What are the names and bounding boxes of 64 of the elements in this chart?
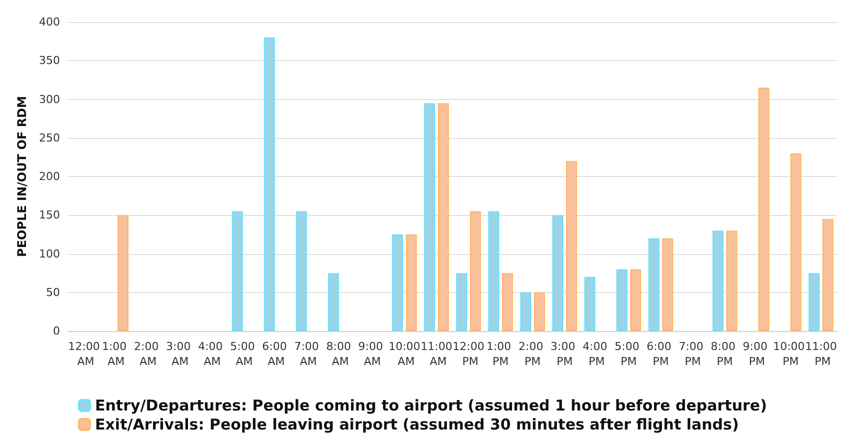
bar <box>392 234 404 331</box>
x-tick-label: 4:00 AM <box>198 340 226 368</box>
x-tick-label: 7:00 AM <box>294 340 322 368</box>
x-tick-label: 5:00 PM <box>614 340 643 368</box>
y-tick-label: 250 <box>39 131 60 144</box>
x-tick-label: 9:00 PM <box>742 340 771 368</box>
bar <box>117 215 128 331</box>
x-tick-label: 8:00 PM <box>710 340 739 368</box>
bar <box>712 230 724 331</box>
bar <box>438 103 449 331</box>
y-tick-label: 0 <box>53 324 60 338</box>
x-tick-label: 1:00 AM <box>102 340 130 368</box>
bar <box>808 273 820 331</box>
x-tick-label: 6:00 PM <box>646 340 675 368</box>
y-axis-title: PEOPLE IN/OUT OF RDM <box>15 96 30 257</box>
bar <box>552 215 564 331</box>
y-tick-label: 150 <box>39 208 60 222</box>
bar <box>790 153 802 331</box>
y-tick-label: 200 <box>39 170 60 183</box>
x-tick-label: 11:00 PM <box>805 340 837 368</box>
x-tick-label: 12:00 PM <box>452 340 484 368</box>
bar <box>502 273 513 331</box>
x-tick-label: 10:00 AM <box>388 340 420 368</box>
x-tick-label: 2:00 PM <box>518 340 547 368</box>
bar <box>616 269 628 331</box>
bar <box>470 211 481 331</box>
bar <box>662 238 674 331</box>
bar <box>232 211 243 331</box>
bar <box>296 211 307 331</box>
x-tick-label: 10:00 PM <box>773 340 805 368</box>
bar <box>424 103 436 331</box>
bar <box>534 292 545 331</box>
y-tick-label: 400 <box>39 16 60 28</box>
x-tick-label: 12:00 AM <box>68 340 100 368</box>
x-tick-label: 5:00 AM <box>230 340 258 368</box>
x-tick-label: 6:00 AM <box>262 340 290 368</box>
bar <box>328 273 339 331</box>
legend-label: Entry/Departures: People coming to airport (assumed 1 hour before departure) <box>95 396 767 414</box>
bar <box>584 276 596 331</box>
x-tick-label: 9:00 AM <box>358 340 386 368</box>
y-tick-label: 50 <box>46 286 60 299</box>
x-tick-label: 7:00 PM <box>678 340 707 368</box>
x-tick-label: 2:00 AM <box>134 340 162 368</box>
x-tick-label: 4:00 PM <box>582 340 611 368</box>
y-tick-label: 350 <box>39 54 60 68</box>
bar <box>648 238 660 331</box>
bar <box>264 37 275 331</box>
legend-label: Exit/Arrivals: People leaving airport (assumed 30 minutes after flight lands) <box>95 416 739 434</box>
bar <box>630 269 642 331</box>
x-tick-label: 8:00 AM <box>326 340 354 368</box>
bar <box>520 292 532 331</box>
y-tick-label: 300 <box>39 92 60 106</box>
bar <box>758 88 770 331</box>
x-tick-label: 1:00 PM <box>486 340 515 368</box>
y-tick-label: 100 <box>39 247 60 260</box>
bar <box>488 211 500 331</box>
x-tick-label: 3:00 AM <box>166 340 194 368</box>
x-tick-label: 11:00 AM <box>420 340 452 368</box>
bar <box>566 161 578 331</box>
x-tick-label: 3:00 PM <box>550 340 579 368</box>
bar <box>726 230 738 331</box>
bar <box>456 273 468 331</box>
bar <box>406 234 417 331</box>
bar <box>822 218 834 331</box>
